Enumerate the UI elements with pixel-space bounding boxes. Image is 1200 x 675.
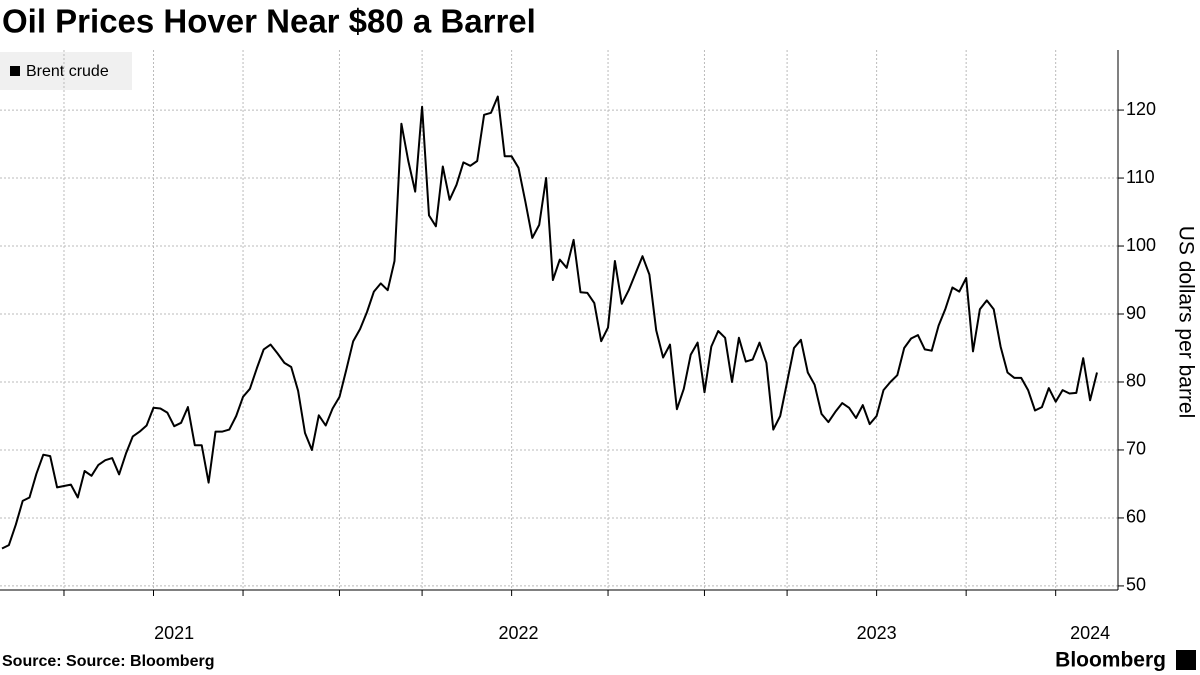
source: Source: Source: Bloomberg [2, 653, 214, 670]
x-tick-label: 2022 [498, 623, 538, 643]
x-tick-label: 2023 [857, 623, 897, 643]
legend-swatch [10, 66, 20, 76]
brand: Bloomberg [1055, 649, 1166, 672]
y-tick-label: 100 [1126, 235, 1156, 255]
brand-icon [1176, 650, 1196, 670]
x-tick-label: 2021 [154, 623, 194, 643]
y-tick-label: 120 [1126, 99, 1156, 119]
x-tick-label: 2024 [1070, 623, 1110, 643]
y-tick-label: 50 [1126, 575, 1146, 595]
y-tick-label: 60 [1126, 507, 1146, 527]
y-tick-label: 110 [1126, 167, 1155, 187]
price-line [1, 95, 1098, 550]
y-axis-label: US dollars per barrel [1174, 226, 1197, 419]
legend-label: Brent crude [26, 63, 109, 80]
y-tick-label: 70 [1126, 439, 1146, 459]
y-tick-label: 90 [1126, 303, 1146, 323]
chart-title: Oil Prices Hover Near $80 a Barrel [2, 3, 536, 40]
y-tick-label: 80 [1126, 371, 1146, 391]
legend-box [0, 52, 132, 90]
